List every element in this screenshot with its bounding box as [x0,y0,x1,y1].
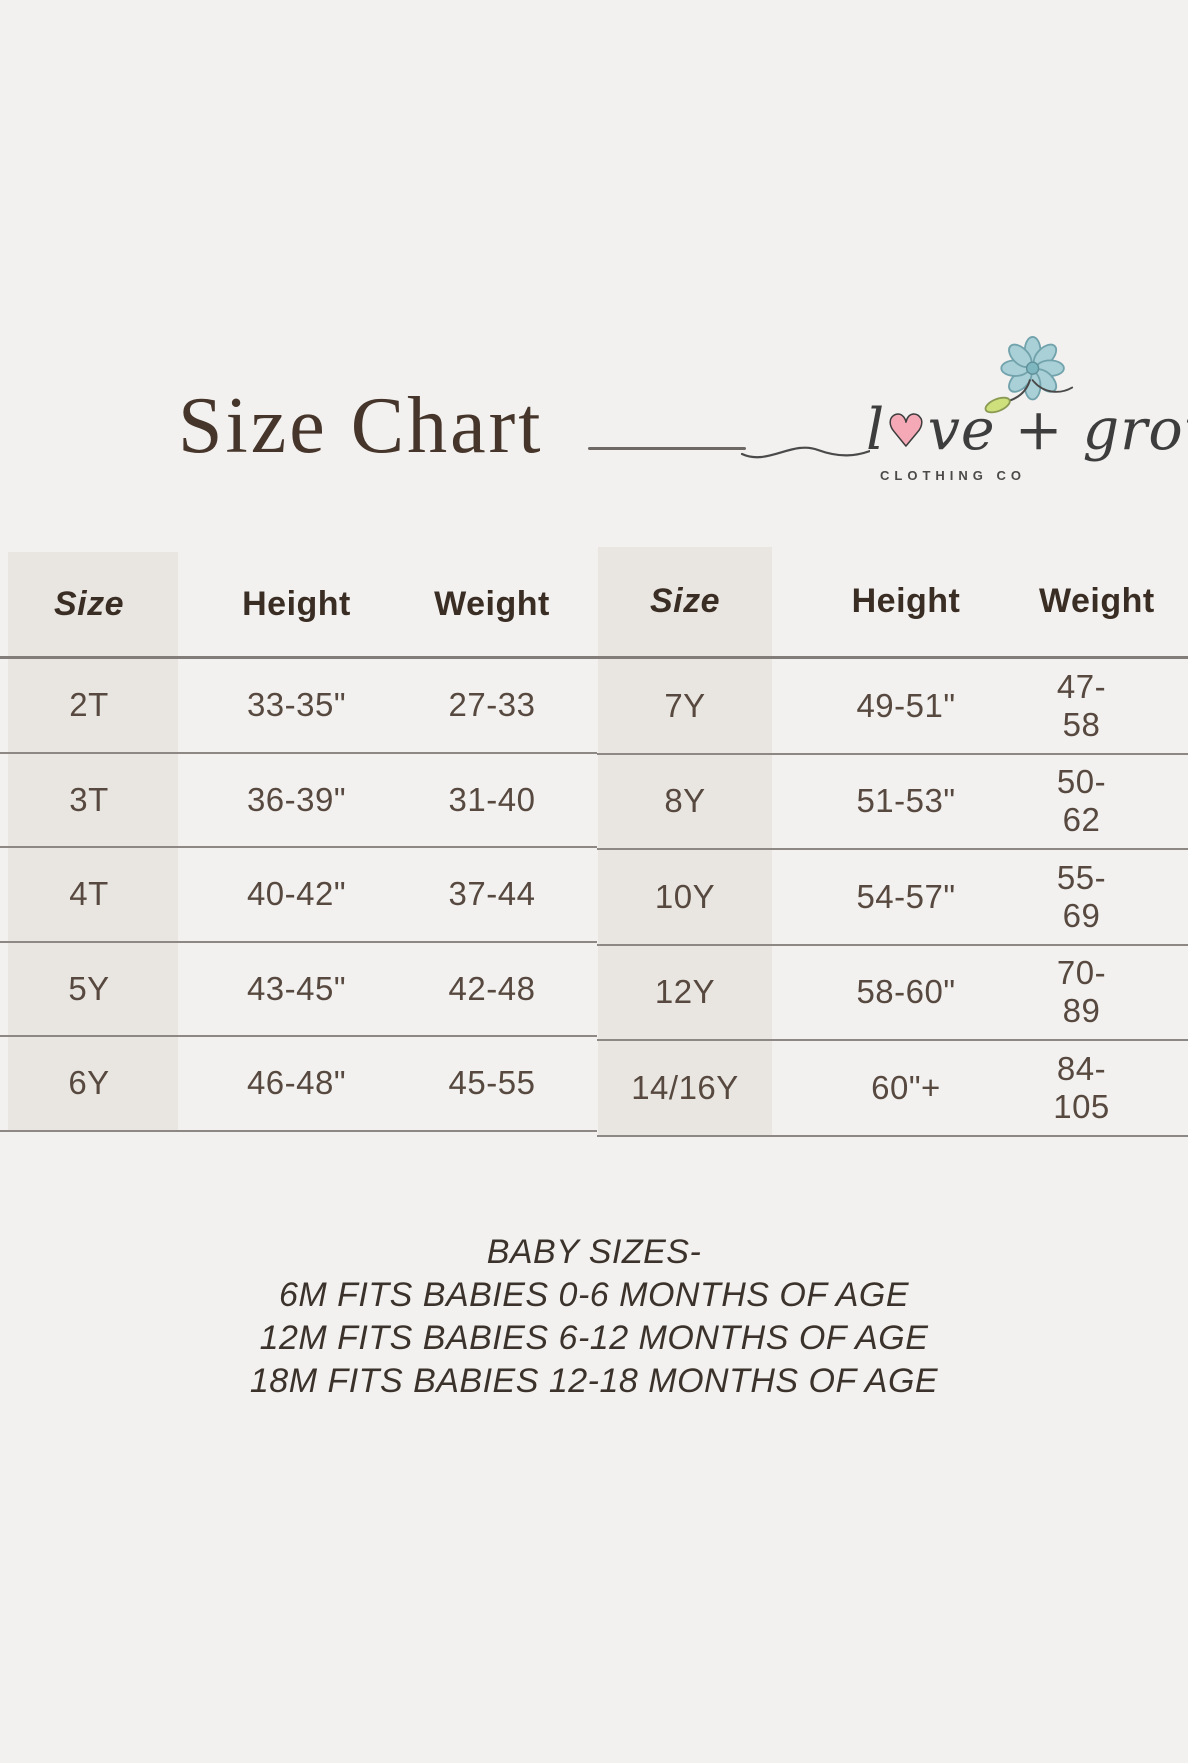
table-row: 12Y 58-60" 70-89 [597,946,1188,1041]
cell-weight: 31-40 [448,780,536,818]
brand-script-text: l♥ve + grow [866,402,1188,459]
cell-size: 3T [69,780,109,818]
size-table-toddler: Size Height Weight 2T 33-35" 27-33 3T 36… [0,552,597,1132]
cell-height: 60"+ [871,1068,941,1106]
note-line-12m: 12M FITS BABIES 6-12 MONTHS OF AGE [259,1319,929,1357]
cell-height: 40-42" [246,875,347,913]
cell-size: 6Y [68,1064,110,1102]
brand-logo: l♥ve + grow CLOTHING CO [690,298,1188,498]
cell-height: 51-53" [856,782,956,820]
cell-height: 49-51" [856,686,956,724]
table-header-row: Size Height Weight [0,552,597,659]
cell-height: 58-60" [856,973,956,1011]
column-header-height: Height [242,584,351,623]
cell-weight: 47-58 [1056,667,1107,743]
cell-size: 7Y [664,686,706,724]
cell-weight: 84-105 [1053,1049,1110,1125]
table-row: 10Y 54-57" 55-69 [597,850,1188,946]
title-divider-line [588,447,746,450]
cell-weight: 37-44 [448,875,536,913]
table-header-row: Size Height Weight [597,547,1188,659]
column-header-weight: Weight [1039,582,1155,620]
size-tables: Size Height Weight 2T 33-35" 27-33 3T 36… [0,547,1188,1137]
column-header-weight: Weight [434,584,550,623]
table-row: 8Y 51-53" 50-62 [597,755,1188,850]
heart-icon: ♥ [885,406,927,457]
cell-height: 46-48" [246,1064,347,1102]
table-row: 3T 36-39" 31-40 [0,754,597,848]
cell-weight: 70-89 [1056,954,1107,1030]
cell-size: 8Y [664,782,706,820]
cell-weight: 50-62 [1056,763,1107,839]
cell-size: 10Y [654,877,716,915]
cell-weight: 42-48 [448,969,536,1007]
cell-size: 4T [69,875,109,913]
flower-petals [1000,336,1065,401]
cell-height: 36-39" [246,780,347,818]
logo-swash-flourish [740,446,870,459]
note-line-6m: 6M FITS BABIES 0-6 MONTHS OF AGE [278,1276,909,1314]
size-column-shade [598,547,772,1137]
column-header-height: Height [851,582,961,620]
table-row: 4T 40-42" 37-44 [0,848,597,943]
flower-icon [984,336,1074,414]
baby-sizes-note: BABY SIZES- 6M FITS BABIES 0-6 MONTHS OF… [0,1231,1188,1403]
table-row: 7Y 49-51" 47-58 [597,659,1188,755]
cell-size: 2T [69,686,109,724]
table-row: 14/16Y 60"+ 84-105 [597,1041,1188,1137]
cell-size: 12Y [654,973,716,1011]
table-row: 2T 33-35" 27-33 [0,659,597,754]
brand-text-start: l [866,397,886,463]
cell-height: 33-35" [246,686,347,724]
cell-weight: 45-55 [448,1064,536,1102]
cell-weight: 55-69 [1056,858,1107,934]
cell-height: 43-45" [246,969,347,1007]
cell-size: 14/16Y [631,1068,739,1106]
table-row: 5Y 43-45" 42-48 [0,943,597,1037]
note-line-18m: 18M FITS BABIES 12-18 MONTHS OF AGE [249,1362,939,1400]
cell-weight: 27-33 [448,686,536,724]
column-header-size: Size [53,584,125,623]
brand-subtext: CLOTHING CO [880,468,1026,483]
size-table-youth: Size Height Weight 7Y 49-51" 47-58 8Y 51… [597,547,1188,1137]
size-column-shade [8,552,178,1132]
table-row: 6Y 46-48" 45-55 [0,1037,597,1132]
column-header-size: Size [649,582,721,620]
cell-size: 5Y [68,969,110,1007]
brand-text-rest: ve + grow [927,397,1188,463]
note-line-title: BABY SIZES- [486,1233,702,1271]
cell-height: 54-57" [856,877,956,915]
page-title: Size Chart [178,382,544,470]
